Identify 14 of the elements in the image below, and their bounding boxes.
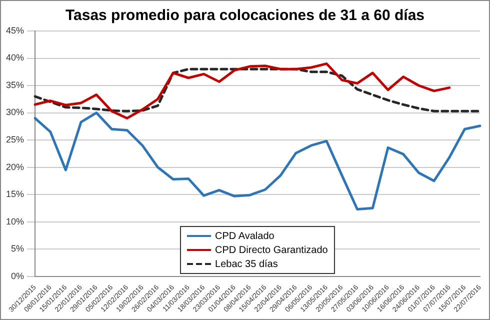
y-tick-label: 10%: [6, 216, 24, 226]
y-tick-label: 35%: [6, 80, 24, 90]
y-tick-label: 30%: [6, 107, 24, 118]
y-tick-label: 0%: [11, 270, 24, 281]
y-tick-label: 40%: [6, 52, 24, 63]
y-tick-label: 5%: [11, 244, 24, 254]
y-tick-label: 25%: [6, 134, 24, 144]
legend-label: CPD Directo Garantizado: [215, 244, 328, 256]
legend-label: Lebac 35 días: [215, 258, 278, 270]
y-tick-label: 20%: [6, 162, 24, 172]
legend-label: CPD Avalado: [215, 230, 274, 242]
y-tick-label: 15%: [6, 189, 24, 200]
chart-title: Tasas promedio para colocaciones de 31 a 60 días: [64, 7, 426, 24]
y-tick-label: 45%: [6, 25, 24, 36]
